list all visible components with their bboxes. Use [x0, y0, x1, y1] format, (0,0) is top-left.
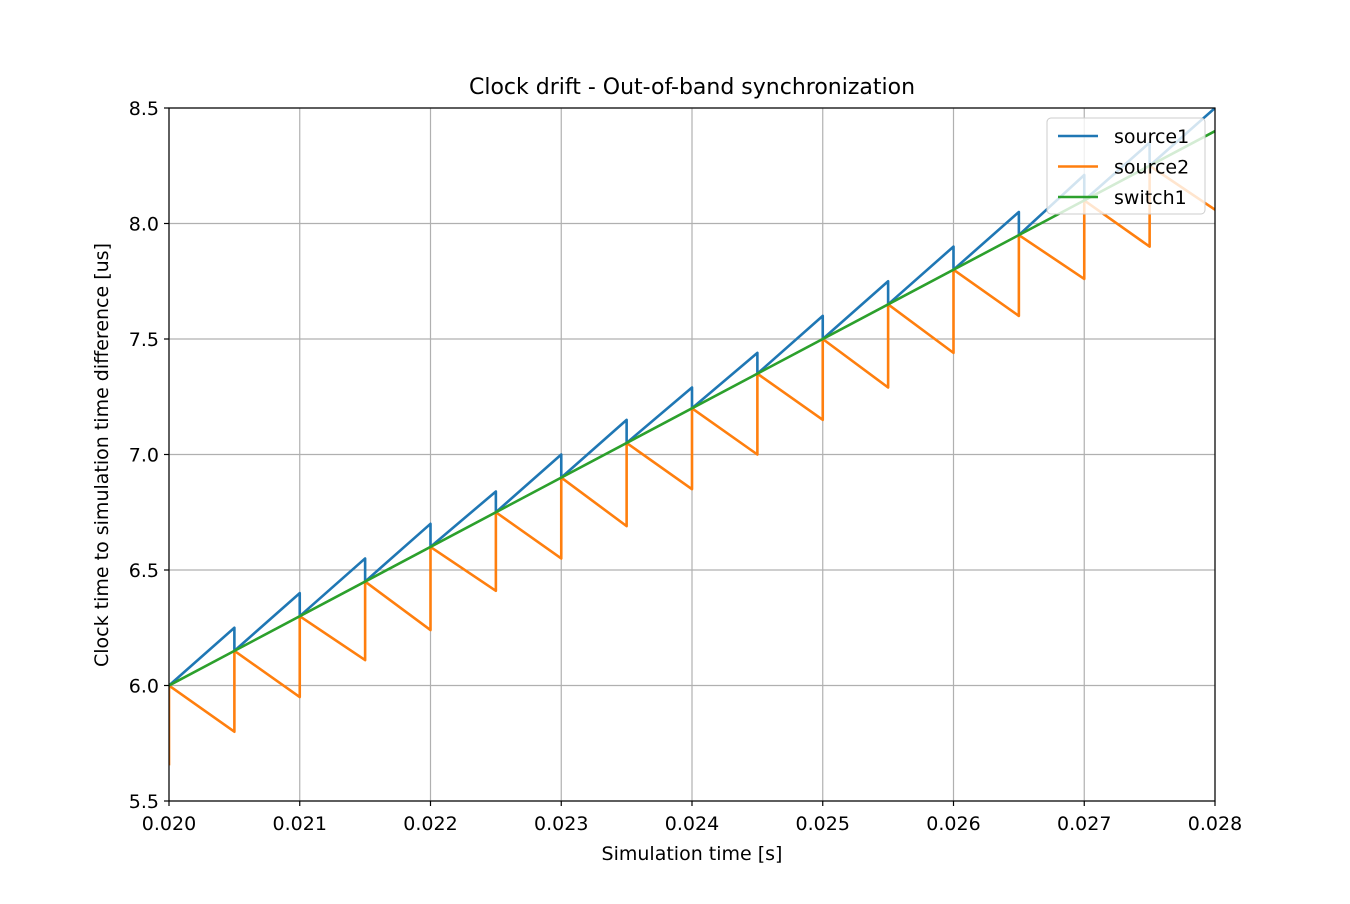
- legend-box: [1046, 117, 1206, 215]
- y-tick-label: 6.0: [129, 676, 159, 698]
- series-line-source1: [169, 108, 1215, 688]
- y-tick-label: 7.5: [129, 329, 159, 351]
- y-tick-label: 6.5: [129, 560, 159, 582]
- x-axis-ticks: 0.020 0.021 0.022 0.023 0.024 0.025 0.026 0.027…: [142, 801, 1242, 835]
- x-tick-label: 0.026: [926, 813, 980, 835]
- legend-label-source1: source1: [1114, 126, 1189, 148]
- x-tick-label: 0.024: [665, 813, 719, 835]
- y-tick-label: 7.0: [129, 445, 159, 467]
- y-tick-label: 8.5: [129, 98, 159, 120]
- series-lines: [169, 108, 1215, 766]
- x-axis-label: Simulation time [s]: [602, 843, 783, 865]
- x-tick-label: 0.028: [1188, 813, 1242, 835]
- legend: source1 source2 switch1: [1046, 117, 1206, 215]
- y-axis-ticks: 5.5 6.0 6.5 7.0 7.5 8.0 8.5: [129, 98, 169, 813]
- x-tick-label: 0.020: [142, 813, 196, 835]
- x-tick-label: 0.021: [273, 813, 327, 835]
- legend-label-source2: source2: [1114, 157, 1189, 179]
- y-axis-label: Clock time to simulation time difference…: [91, 243, 113, 667]
- x-tick-label: 0.023: [534, 813, 588, 835]
- y-tick-label: 8.0: [129, 214, 159, 236]
- y-tick-label: 5.5: [129, 791, 159, 813]
- legend-label-switch1: switch1: [1114, 187, 1187, 209]
- x-tick-label: 0.027: [1057, 813, 1111, 835]
- series-line-source2: [169, 164, 1215, 766]
- chart-title: Clock drift - Out-of-band synchronizatio…: [469, 75, 915, 100]
- x-tick-label: 0.022: [403, 813, 457, 835]
- series-line-switch1: [169, 129, 1215, 687]
- x-tick-label: 0.025: [796, 813, 850, 835]
